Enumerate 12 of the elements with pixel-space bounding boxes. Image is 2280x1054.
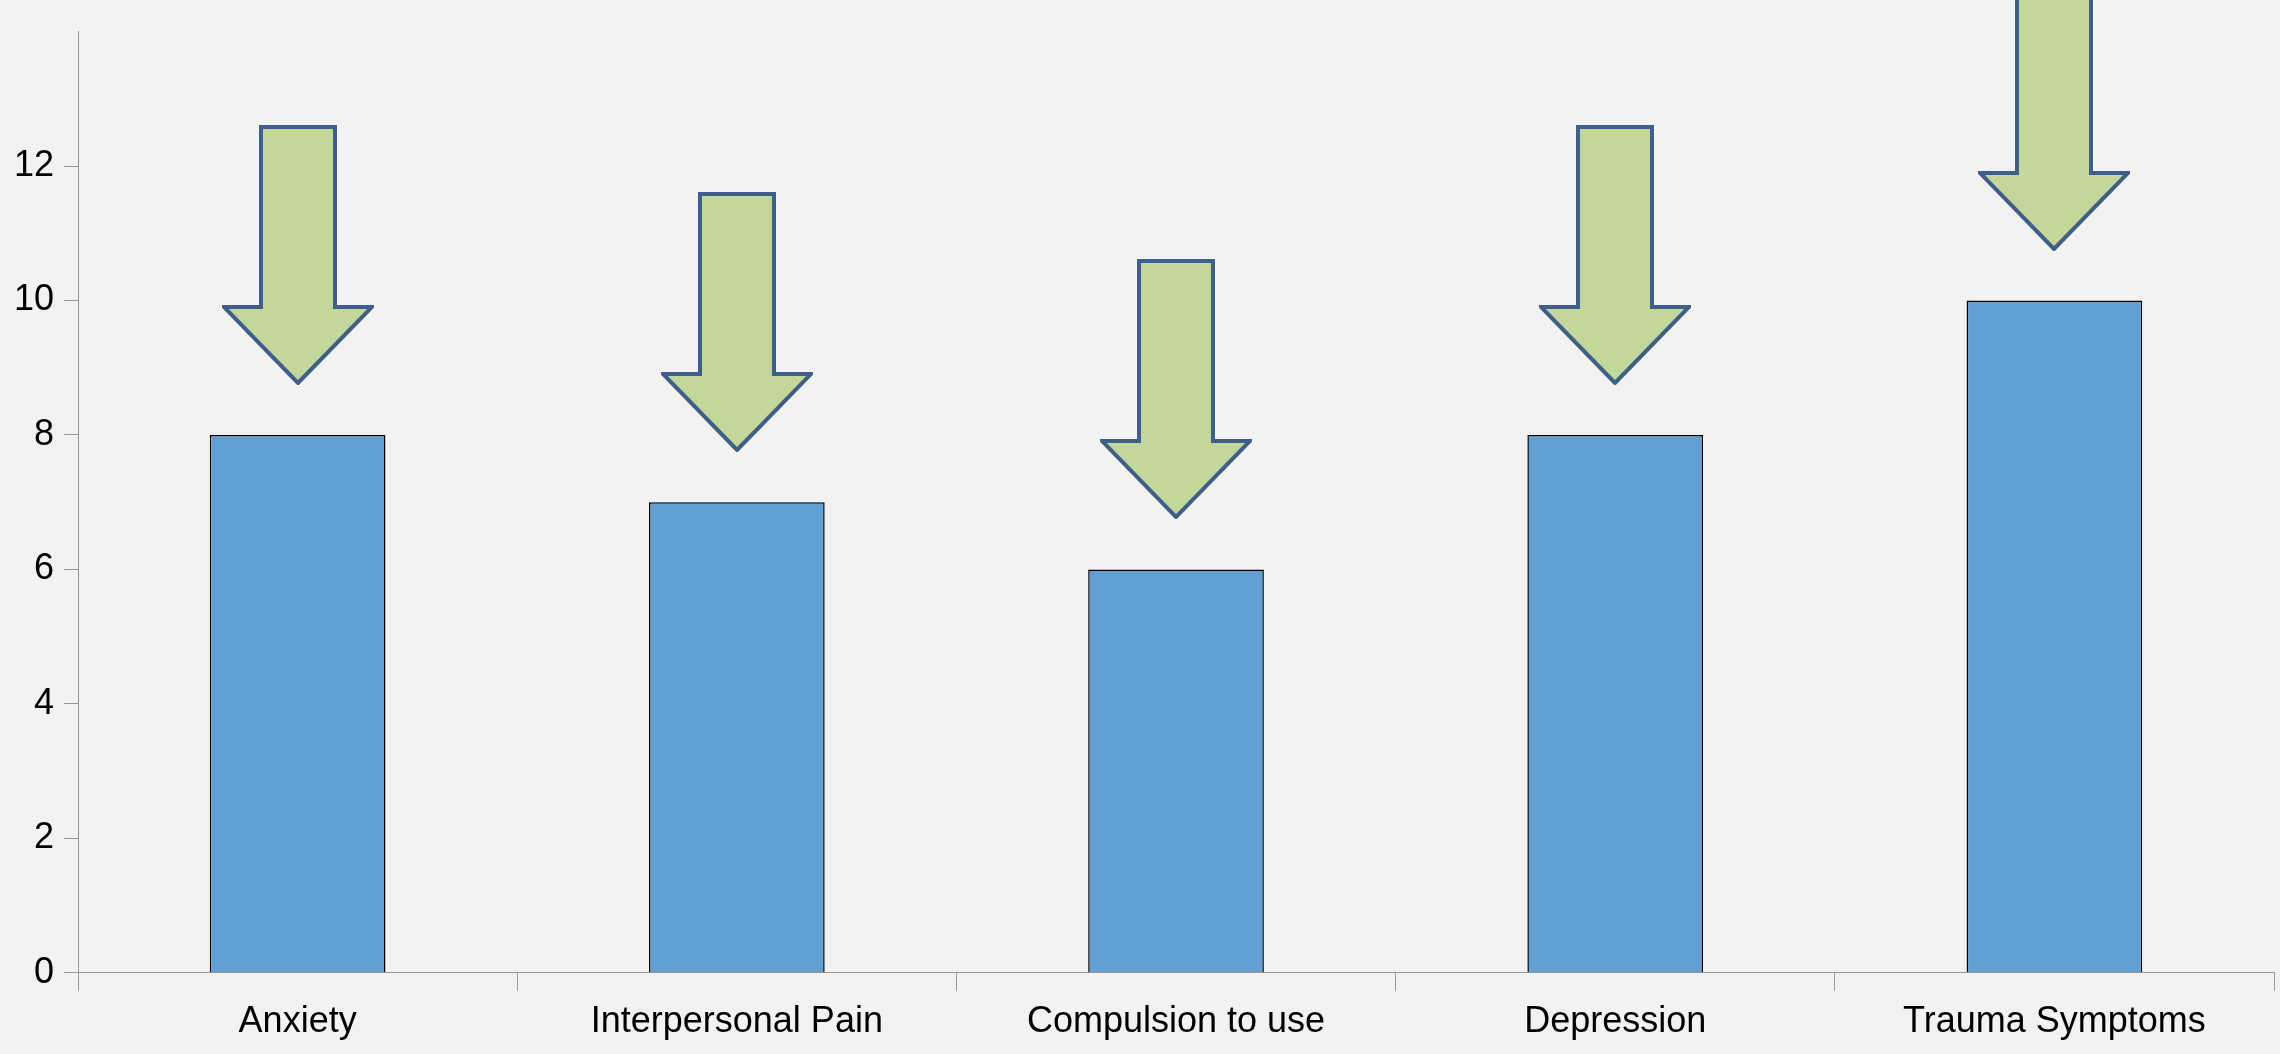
x-tick-label: Depression [1524, 999, 1707, 1041]
y-tick-label: 0 [34, 949, 55, 991]
y-tick-label: 10 [14, 277, 55, 319]
y-tick-label: 4 [34, 680, 55, 722]
x-tick-label: Compulsion to use [1026, 999, 1326, 1041]
x-tick-label: Interpersonal Pain [590, 999, 883, 1041]
x-tick-label: Trauma Symptoms [1903, 999, 2206, 1041]
y-tick-label: 2 [34, 815, 55, 857]
y-tick-label: 12 [14, 142, 55, 184]
y-tick-label: 8 [34, 411, 55, 453]
y-tick-label: 6 [34, 546, 55, 588]
x-tick-label: Anxiety [238, 999, 357, 1041]
